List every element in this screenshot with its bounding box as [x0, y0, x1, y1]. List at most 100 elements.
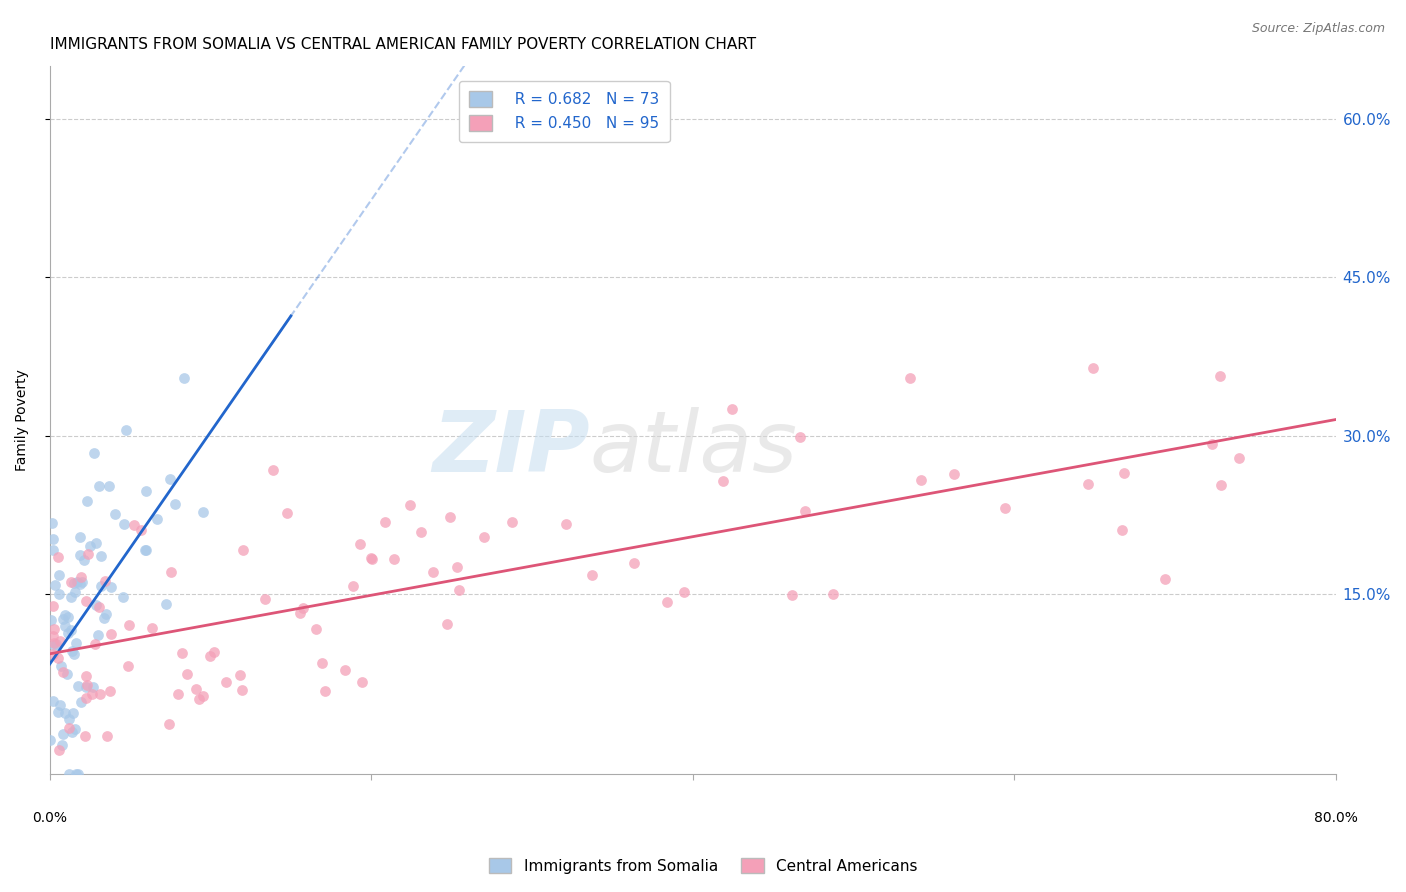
Point: [53, 608, 76, 623]
Point: [1229, 450, 1251, 465]
Point: [77, 547, 100, 561]
Legend:   R = 0.682   N = 73,   R = 0.450   N = 95: R = 0.682 N = 73, R = 0.450 N = 95: [458, 80, 669, 142]
Text: 0.0%: 0.0%: [32, 811, 67, 824]
Point: [58, 712, 80, 726]
Point: [89, 687, 111, 701]
Point: [89, 600, 111, 615]
Point: [49, 659, 72, 673]
Point: [994, 501, 1017, 516]
Point: [69, 548, 91, 562]
Point: [204, 645, 226, 659]
Point: [84, 599, 107, 613]
Y-axis label: Family Poverty: Family Poverty: [15, 369, 30, 471]
Point: [821, 587, 844, 601]
Point: [163, 498, 186, 512]
Point: [52, 612, 75, 626]
Point: [48, 568, 70, 582]
Point: [1081, 361, 1104, 376]
Point: [146, 512, 169, 526]
Point: [52, 727, 75, 741]
Point: [472, 530, 495, 544]
Point: [176, 667, 198, 681]
Point: [135, 543, 157, 558]
Point: [335, 663, 357, 677]
Point: [41, 516, 63, 531]
Point: [1077, 477, 1099, 491]
Point: [311, 656, 333, 670]
Point: [63, 647, 86, 661]
Point: [75, 594, 97, 608]
Point: [58, 610, 80, 624]
Point: [231, 683, 253, 698]
Point: [82, 680, 104, 694]
Point: [93, 574, 115, 589]
Point: [42, 629, 65, 643]
Point: [789, 430, 811, 444]
Point: [117, 659, 139, 673]
Point: [66, 679, 89, 693]
Point: [780, 587, 803, 601]
Point: [69, 576, 91, 591]
Text: IMMIGRANTS FROM SOMALIA VS CENTRAL AMERICAN FAMILY POVERTY CORRELATION CHART: IMMIGRANTS FROM SOMALIA VS CENTRAL AMERI…: [49, 37, 756, 53]
Point: [98, 683, 121, 698]
Point: [76, 494, 98, 508]
Point: [94, 607, 117, 621]
Point: [70, 695, 93, 709]
Point: [84, 637, 107, 651]
Point: [65, 636, 87, 650]
Point: [117, 617, 139, 632]
Point: [305, 622, 328, 636]
Point: [56, 626, 79, 640]
Point: [159, 472, 181, 486]
Point: [411, 525, 433, 540]
Point: [83, 446, 105, 460]
Point: [89, 479, 111, 493]
Point: [374, 515, 396, 529]
Point: [79, 539, 101, 553]
Point: [170, 646, 193, 660]
Point: [350, 675, 373, 690]
Point: [157, 717, 180, 731]
Point: [48, 587, 70, 601]
Point: [291, 600, 314, 615]
Point: [399, 498, 422, 512]
Point: [44, 636, 66, 650]
Point: [84, 536, 107, 550]
Point: [114, 423, 136, 437]
Point: [360, 550, 382, 565]
Point: [41, 543, 63, 558]
Point: [711, 474, 734, 488]
Point: [1209, 478, 1232, 492]
Point: [56, 666, 79, 681]
Point: [75, 669, 97, 683]
Point: [60, 590, 83, 604]
Point: [93, 611, 115, 625]
Point: [63, 576, 86, 591]
Point: [48, 743, 70, 757]
Point: [910, 473, 932, 487]
Point: [59, 575, 82, 590]
Point: [53, 706, 76, 720]
Point: [75, 690, 97, 705]
Point: [66, 574, 89, 589]
Point: [42, 639, 65, 653]
Point: [1209, 369, 1232, 384]
Point: [69, 530, 91, 544]
Point: [673, 585, 696, 599]
Point: [63, 722, 86, 736]
Point: [44, 578, 66, 592]
Legend: Immigrants from Somalia, Central Americans: Immigrants from Somalia, Central America…: [482, 852, 924, 880]
Point: [60, 725, 83, 739]
Point: [187, 691, 209, 706]
Point: [793, 504, 815, 518]
Point: [135, 483, 157, 498]
Point: [111, 591, 134, 605]
Point: [96, 729, 118, 743]
Point: [65, 766, 87, 780]
Point: [276, 506, 298, 520]
Point: [215, 675, 238, 690]
Point: [898, 371, 921, 385]
Point: [46, 651, 69, 665]
Point: [52, 665, 75, 680]
Point: [90, 549, 112, 563]
